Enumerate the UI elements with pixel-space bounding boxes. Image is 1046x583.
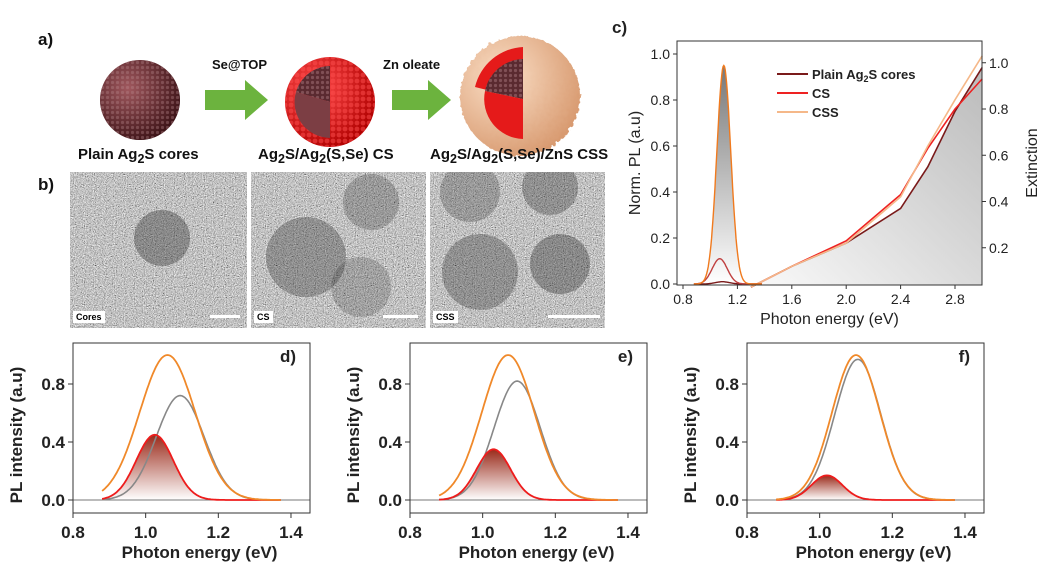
y-right-tick-label: 1.0 [989, 55, 1009, 71]
y-axis-label: PL intensity (a.u) [344, 367, 363, 504]
x-tick-label: 1.4 [953, 523, 977, 542]
y-tick-label: 0.2 [651, 230, 671, 246]
core-sphere [100, 60, 180, 140]
y-tick-label: 0.4 [41, 433, 65, 452]
caption-cores: Plain Ag2S cores [78, 146, 199, 166]
panel-label-b: b) [38, 175, 55, 194]
x-tick-label: 0.8 [673, 291, 693, 307]
total-pl-line [438, 354, 618, 501]
red-component-area [439, 449, 619, 500]
image-tag: Cores [73, 311, 105, 323]
x-tick-label: 1.4 [616, 523, 640, 542]
x-tick-label: 2.4 [891, 291, 911, 307]
y-tick-label: 0.0 [378, 491, 402, 510]
tem-image-cs: CS [251, 172, 426, 328]
x-tick-label: 1.0 [471, 523, 495, 542]
y-tick-label: 0.0 [651, 276, 671, 292]
x-tick-label: 1.2 [543, 523, 567, 542]
x-tick-label: 1.2 [206, 523, 230, 542]
step1-label: Se@TOP [212, 57, 268, 72]
y-tick-label: 0.0 [715, 491, 739, 510]
red-component-area [776, 475, 956, 500]
panel-label: d) [280, 347, 296, 366]
scale-bar [383, 315, 418, 318]
x-axis-label: Photon energy (eV) [459, 543, 615, 562]
y-tick-label: 0.0 [41, 491, 65, 510]
x-axis-label: Photon energy (eV) [122, 543, 278, 562]
y-right-axis-label: Extinction [1024, 128, 1041, 197]
core-shell-sphere [285, 57, 375, 147]
total-pl-line [101, 354, 281, 501]
y-tick-label: 1.0 [651, 46, 671, 62]
x-tick-label: 0.8 [61, 523, 85, 542]
synthesis-schematic [100, 36, 580, 156]
red-component-line [101, 433, 281, 501]
extinction-area [751, 67, 983, 288]
y-tick-label: 0.4 [378, 433, 402, 452]
x-tick-label: 1.0 [808, 523, 832, 542]
x-tick-label: 2.0 [836, 291, 856, 307]
x-tick-label: 1.6 [782, 291, 802, 307]
tem-image-cores: Cores [70, 172, 247, 328]
image-tag: CS [254, 311, 273, 323]
caption-cs: Ag2S/Ag2(S,Se) CS [258, 146, 394, 166]
y-right-tick-label: 0.6 [989, 147, 1009, 163]
x-axis-label: Photon energy (eV) [760, 311, 899, 328]
x-tick-label: 1.4 [279, 523, 303, 542]
red-component-line [776, 474, 955, 501]
y-tick-label: 0.4 [715, 433, 739, 452]
image-tag: CSS [433, 311, 458, 323]
y-tick-label: 0.4 [651, 184, 671, 200]
y-tick-label: 0.8 [41, 375, 65, 394]
arrow-icon [392, 80, 451, 120]
legend-entry: CS [812, 86, 830, 101]
y-axis-label: PL intensity (a.u) [7, 367, 26, 504]
extinction-line-2 [750, 55, 983, 288]
scale-bar [210, 315, 240, 318]
x-tick-label: 0.8 [735, 523, 759, 542]
grey-component-line [439, 380, 618, 501]
plot-frame [409, 342, 648, 514]
y-tick-label: 0.6 [651, 138, 671, 154]
tem-image-css: CSS [430, 172, 605, 328]
y-tick-label: 0.8 [651, 92, 671, 108]
panel-label-a: a) [38, 30, 54, 49]
x-tick-label: 1.2 [728, 291, 748, 307]
red-component-line [439, 448, 618, 501]
pl-line-2 [693, 64, 762, 285]
y-tick-label: 0.8 [715, 375, 739, 394]
x-axis-label: Photon energy (eV) [796, 543, 952, 562]
plot-frame-c [676, 40, 983, 286]
panel-label-c: c) [612, 18, 627, 37]
pl-peak-area [693, 65, 762, 284]
y-right-tick-label: 0.4 [989, 194, 1009, 210]
y-axis-label: Norm. PL (a.u) [627, 111, 644, 215]
scale-bar [548, 315, 600, 318]
arrow-icon [205, 80, 268, 120]
caption-css: Ag2S/Ag2(S,Se)/ZnS CSS [430, 146, 609, 166]
plot-frame [746, 342, 985, 514]
x-tick-label: 1.2 [880, 523, 904, 542]
x-tick-label: 2.8 [945, 291, 965, 307]
plot-frame [72, 342, 311, 514]
core-shell-shell-sphere [460, 36, 580, 156]
total-pl-line [775, 354, 955, 501]
x-tick-label: 1.0 [134, 523, 158, 542]
legend-entry: CSS [812, 105, 839, 120]
panel-label: f) [959, 347, 970, 366]
x-tick-label: 0.8 [398, 523, 422, 542]
panel-label: e) [618, 347, 633, 366]
red-component-area [102, 434, 282, 500]
y-tick-label: 0.8 [378, 375, 402, 394]
legend-entry: Plain Ag2S cores [812, 67, 916, 84]
step2-label: Zn oleate [383, 57, 441, 72]
y-right-tick-label: 0.2 [989, 240, 1009, 256]
y-axis-label: PL intensity (a.u) [681, 367, 700, 504]
y-right-tick-label: 0.8 [989, 101, 1009, 117]
grey-component-line [776, 358, 955, 501]
